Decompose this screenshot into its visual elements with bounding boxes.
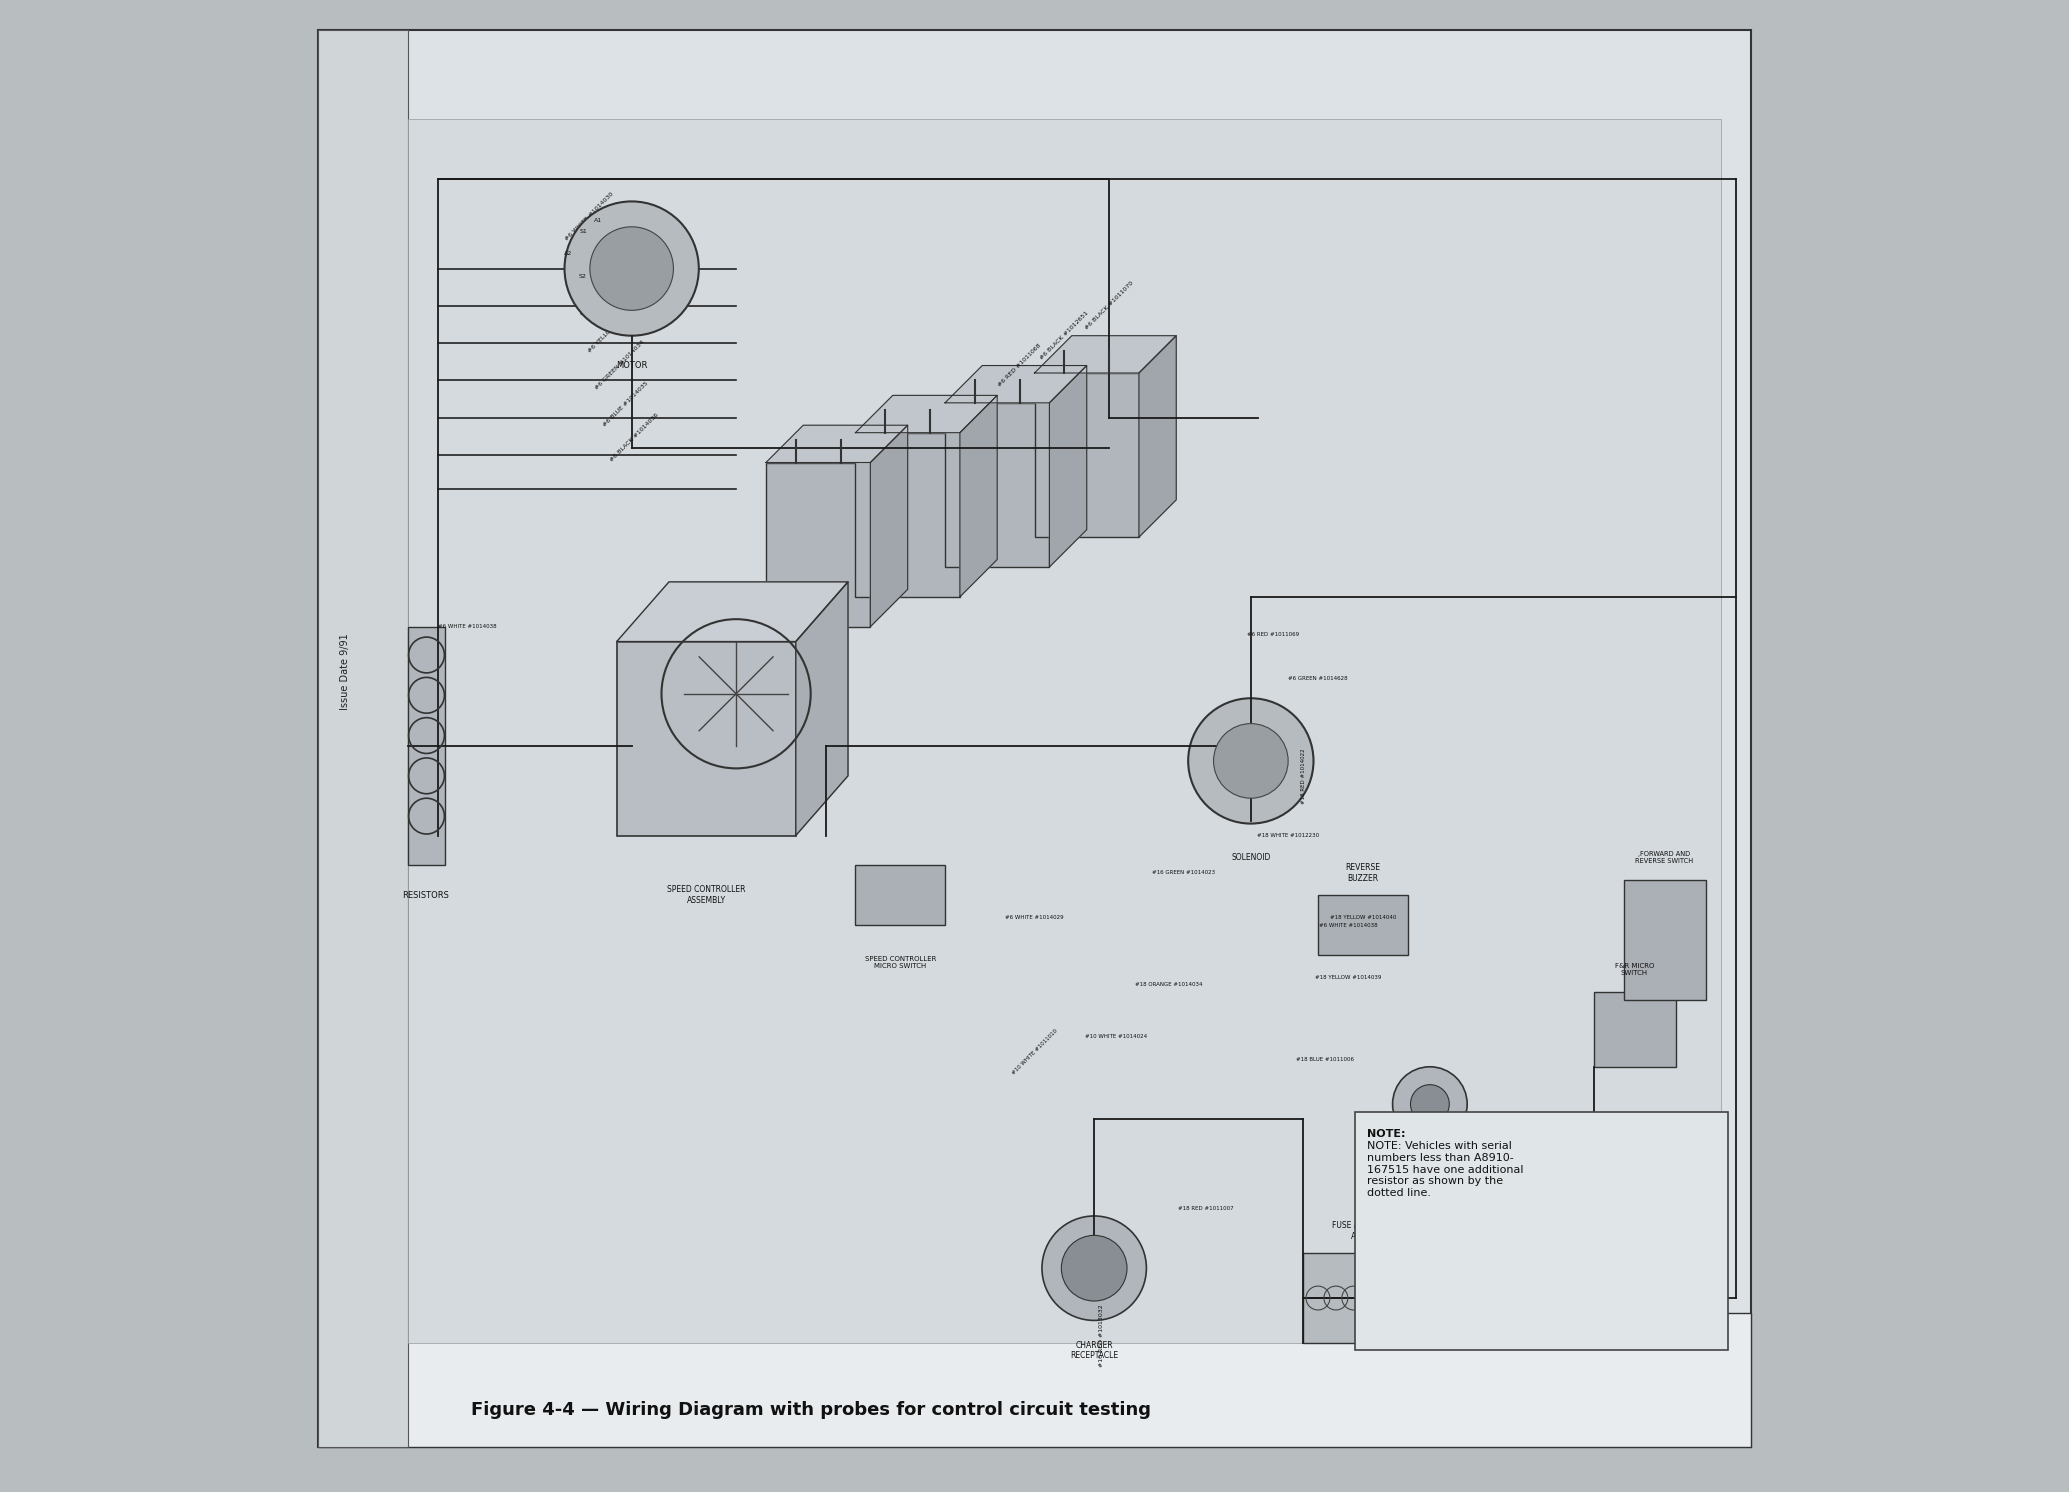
Circle shape	[1188, 698, 1314, 824]
Bar	[408, 627, 445, 865]
Text: #6 RED #1011068: #6 RED #1011068	[997, 343, 1043, 388]
Polygon shape	[854, 395, 997, 433]
Bar	[617, 642, 797, 836]
Text: #6 BLACK #1012651: #6 BLACK #1012651	[1039, 310, 1090, 361]
Text: REVERSE
BUZZER: REVERSE BUZZER	[1345, 862, 1380, 883]
Circle shape	[1043, 1216, 1146, 1320]
Bar	[766, 463, 871, 627]
Polygon shape	[617, 582, 848, 642]
Text: Issue Date 9/91: Issue Date 9/91	[339, 633, 350, 710]
Bar	[319, 1313, 1750, 1447]
Text: #6 ORANGE #1014032: #6 ORANGE #1014032	[579, 261, 635, 316]
Text: F&R MICRO
SWITCH: F&R MICRO SWITCH	[1614, 964, 1653, 976]
FancyBboxPatch shape	[1355, 1112, 1728, 1350]
Text: #6 GREEN #1014628: #6 GREEN #1014628	[1289, 676, 1347, 682]
Bar	[946, 403, 1049, 567]
Circle shape	[1411, 1085, 1448, 1123]
Text: MOTOR: MOTOR	[617, 361, 648, 370]
Text: A1: A1	[594, 218, 602, 224]
Text: #18 YELLOW #1014039: #18 YELLOW #1014039	[1314, 974, 1380, 980]
Text: Figure 4-4 — Wiring Diagram with probes for control circuit testing: Figure 4-4 — Wiring Diagram with probes …	[472, 1401, 1150, 1419]
Text: CHARGER
RECEPTACLE: CHARGER RECEPTACLE	[1070, 1340, 1117, 1361]
FancyBboxPatch shape	[408, 119, 1721, 1343]
Text: SPEED CONTROLLER
MICRO SWITCH: SPEED CONTROLLER MICRO SWITCH	[865, 956, 935, 968]
Text: #16 GREEN #1014023: #16 GREEN #1014023	[1152, 870, 1215, 876]
Text: #10 WHITE #1014024: #10 WHITE #1014024	[1086, 1034, 1148, 1040]
Text: #18 WHITE #1012230: #18 WHITE #1012230	[1258, 833, 1320, 839]
Text: FUSE AND BRACKET
ASSEMBLY: FUSE AND BRACKET ASSEMBLY	[1332, 1220, 1409, 1241]
Text: #10 RED #1013032: #10 RED #1013032	[1099, 1304, 1105, 1367]
Circle shape	[1061, 1235, 1128, 1301]
Text: A2: A2	[563, 251, 571, 257]
Text: #6 BLACK #1011070: #6 BLACK #1011070	[1084, 280, 1134, 331]
Circle shape	[1215, 724, 1289, 798]
Bar	[854, 433, 960, 597]
Bar	[1034, 373, 1138, 537]
Text: #18 RED #1014022: #18 RED #1014022	[1301, 747, 1306, 804]
Circle shape	[1392, 1067, 1467, 1141]
Polygon shape	[797, 582, 848, 836]
Polygon shape	[766, 425, 908, 463]
Text: #6 BLUE #1014035: #6 BLUE #1014035	[602, 380, 650, 428]
Circle shape	[565, 201, 699, 336]
Text: S1: S1	[579, 228, 588, 234]
Text: #18 ORANGE #1014034: #18 ORANGE #1014034	[1136, 982, 1202, 988]
Text: KEY
SWITCH: KEY SWITCH	[1415, 1161, 1444, 1182]
Text: SPEED CONTROLLER
ASSEMBLY: SPEED CONTROLLER ASSEMBLY	[666, 885, 745, 906]
Polygon shape	[871, 425, 908, 627]
Polygon shape	[960, 395, 997, 597]
Text: #10 RED #1012237: #10 RED #1012237	[1483, 1235, 1539, 1241]
Text: #10 WHITE #1011010: #10 WHITE #1011010	[1012, 1028, 1057, 1076]
Polygon shape	[1034, 336, 1177, 373]
Bar	[1318, 895, 1407, 955]
Circle shape	[590, 227, 672, 310]
Text: #18 YELLOW #1014040: #18 YELLOW #1014040	[1330, 915, 1397, 921]
Text: #6 WHITE #1014038: #6 WHITE #1014038	[1318, 922, 1378, 928]
Text: RESISTORS: RESISTORS	[401, 891, 449, 900]
Text: #6 GREEN #1014034: #6 GREEN #1014034	[594, 340, 646, 391]
Polygon shape	[1049, 366, 1086, 567]
Text: #6 WHITE #1014029: #6 WHITE #1014029	[1006, 915, 1063, 921]
Bar	[319, 30, 408, 1447]
Text: #18 RED #1011007: #18 RED #1011007	[1177, 1206, 1233, 1212]
Text: #18 BLUE #1011006: #18 BLUE #1011006	[1297, 1056, 1355, 1062]
FancyBboxPatch shape	[319, 30, 1750, 1447]
Text: #6 BLACK #1014036: #6 BLACK #1014036	[608, 412, 660, 463]
Bar	[1624, 880, 1707, 1000]
Bar	[1593, 992, 1676, 1067]
Text: #6 RED #1011069: #6 RED #1011069	[1248, 631, 1299, 637]
Text: #6 WHITE #1014030: #6 WHITE #1014030	[565, 191, 614, 242]
Text: NOTE: Vehicles with serial
numbers less than A8910-
167515 have one additional
r: NOTE: Vehicles with serial numbers less …	[1368, 1141, 1523, 1198]
Text: #6 WHITE #1014038: #6 WHITE #1014038	[439, 624, 497, 630]
Bar	[854, 865, 946, 925]
Text: SOLENOID: SOLENOID	[1231, 853, 1270, 862]
Text: ,FORWARD AND
REVERSE SWITCH: ,FORWARD AND REVERSE SWITCH	[1635, 852, 1692, 864]
Text: #6 RED #1014031: #6 RED #1014031	[571, 234, 617, 279]
Polygon shape	[946, 366, 1086, 403]
Text: S2: S2	[579, 273, 588, 279]
Text: NOTE:: NOTE:	[1368, 1129, 1405, 1140]
Polygon shape	[1138, 336, 1177, 537]
Text: #6 YELLOW #1014033: #6 YELLOW #1014033	[588, 300, 641, 354]
Bar	[1303, 1253, 1438, 1343]
